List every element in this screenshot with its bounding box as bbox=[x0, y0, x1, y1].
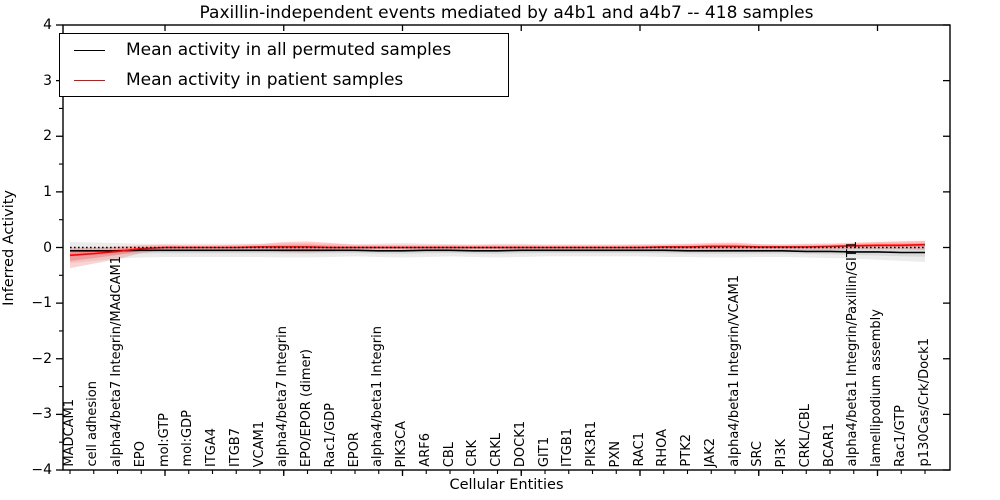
x-axis-label: Cellular Entities bbox=[449, 477, 564, 493]
y-tick-label: −4 bbox=[31, 462, 52, 478]
category-label: CRK bbox=[465, 440, 481, 467]
y-tick-label: 3 bbox=[43, 72, 52, 89]
legend-label-patient: Mean activity in patient samples bbox=[126, 70, 404, 90]
legend-label-permuted: Mean activity in all permuted samples bbox=[126, 40, 452, 60]
category-label: alpha4/beta1 Integrin bbox=[370, 325, 386, 467]
category-label: SRC bbox=[750, 441, 766, 467]
y-tick-label: −1 bbox=[31, 295, 52, 312]
chart-title: Paxillin-independent events mediated by … bbox=[199, 3, 814, 23]
category-label: RHOA bbox=[655, 429, 671, 467]
category-label: EPO bbox=[132, 440, 148, 467]
category-label: PXN bbox=[607, 440, 623, 467]
category-label: ITGB1 bbox=[560, 427, 576, 467]
category-label: GIT1 bbox=[536, 436, 552, 467]
legend-entry-permuted: Mean activity in all permuted samples bbox=[60, 36, 508, 64]
y-tick-label: −2 bbox=[31, 350, 52, 367]
category-label: PIK3R1 bbox=[584, 421, 599, 467]
y-tick-label: −3 bbox=[31, 406, 52, 423]
category-label: EPO/EPOR (dimer) bbox=[299, 348, 314, 467]
category-label: mol:GTP bbox=[156, 413, 172, 467]
category-label: MADCAM1 bbox=[61, 399, 77, 467]
category-label: BCAR1 bbox=[821, 423, 837, 467]
legend-line-red bbox=[74, 79, 105, 81]
y-tick-label: 1 bbox=[43, 183, 52, 200]
category-label: JAK2 bbox=[702, 437, 718, 467]
category-label: CRKL/CBL bbox=[797, 403, 813, 468]
category-label: PIK3CA bbox=[394, 420, 409, 467]
category-label: lamellipodium assembly bbox=[869, 309, 884, 467]
category-label: alpha4/beta1 Integrin/VCAM1 bbox=[726, 275, 742, 467]
category-label: Rac1/GTP bbox=[892, 405, 908, 467]
category-label: Rac1/GDP bbox=[322, 402, 338, 467]
category-label: PI3K bbox=[774, 438, 789, 467]
category-label: cell adhesion bbox=[85, 381, 101, 467]
category-label: CBL bbox=[441, 441, 457, 467]
category-label: EPOR bbox=[346, 431, 362, 467]
category-label: mol:GDP bbox=[180, 410, 196, 467]
category-label: alpha4/beta1 Integrin/Paxillin/GIT1 bbox=[845, 241, 861, 467]
category-label: ITGA4 bbox=[204, 427, 219, 467]
category-label: VCAM1 bbox=[251, 420, 267, 467]
legend-entry-patient: Mean activity in patient samples bbox=[60, 66, 508, 94]
y-tick-label: 4 bbox=[43, 17, 52, 33]
category-label: alpha4/beta7 Integrin bbox=[275, 325, 291, 467]
category-label: p130Cas/Crk/Dock1 bbox=[916, 338, 932, 467]
category-label: RAC1 bbox=[631, 432, 647, 467]
category-label: ARF6 bbox=[417, 433, 433, 467]
y-tick-label: 2 bbox=[43, 128, 52, 145]
category-label: CRKL bbox=[489, 433, 504, 467]
y-tick-label: 0 bbox=[43, 239, 52, 256]
category-label: DOCK1 bbox=[512, 420, 528, 467]
legend-box: Mean activity in all permuted samples Me… bbox=[59, 33, 509, 97]
legend-line-black bbox=[74, 49, 105, 51]
category-label: ITGB7 bbox=[227, 427, 243, 467]
category-label: alpha4/beta7 Integrin/MAdCAM1 bbox=[109, 256, 124, 467]
category-label: PTK2 bbox=[679, 434, 694, 467]
